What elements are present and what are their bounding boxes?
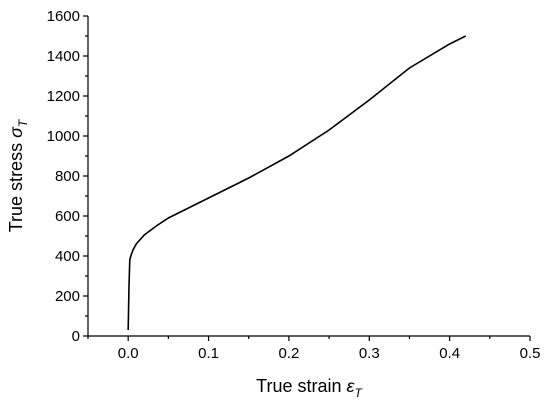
y-tick-label: 1200	[47, 88, 80, 105]
x-axis-label: True strain εT	[256, 376, 363, 400]
x-tick-label: 0.4	[439, 345, 460, 362]
y-tick-label: 200	[55, 288, 80, 305]
y-tick-label: 1400	[47, 48, 80, 65]
y-axis-label: True stress σT	[6, 118, 30, 232]
y-tick-label: 800	[55, 168, 80, 185]
y-label-symbol: σ	[6, 126, 26, 138]
data-line	[127, 35, 467, 331]
x-tick-label: 0.3	[359, 345, 380, 362]
y-label-text: True stress	[6, 143, 26, 232]
x-label-symbol: ε	[347, 376, 356, 396]
y-tick-label: 600	[55, 208, 80, 225]
x-tick-label: 0.2	[278, 345, 299, 362]
x-label-text: True strain	[256, 376, 341, 396]
x-label-subscript: T	[354, 386, 363, 400]
y-label-subscript: T	[16, 118, 30, 127]
x-tick-label: 0.5	[520, 345, 541, 362]
y-tick-label: 1000	[47, 128, 80, 145]
x-tick-label: 0.1	[198, 345, 219, 362]
y-tick-label: 1600	[47, 8, 80, 25]
y-tick-label: 400	[55, 248, 80, 265]
x-tick-label: 0.0	[118, 345, 139, 362]
y-tick-label: 0	[72, 328, 80, 345]
